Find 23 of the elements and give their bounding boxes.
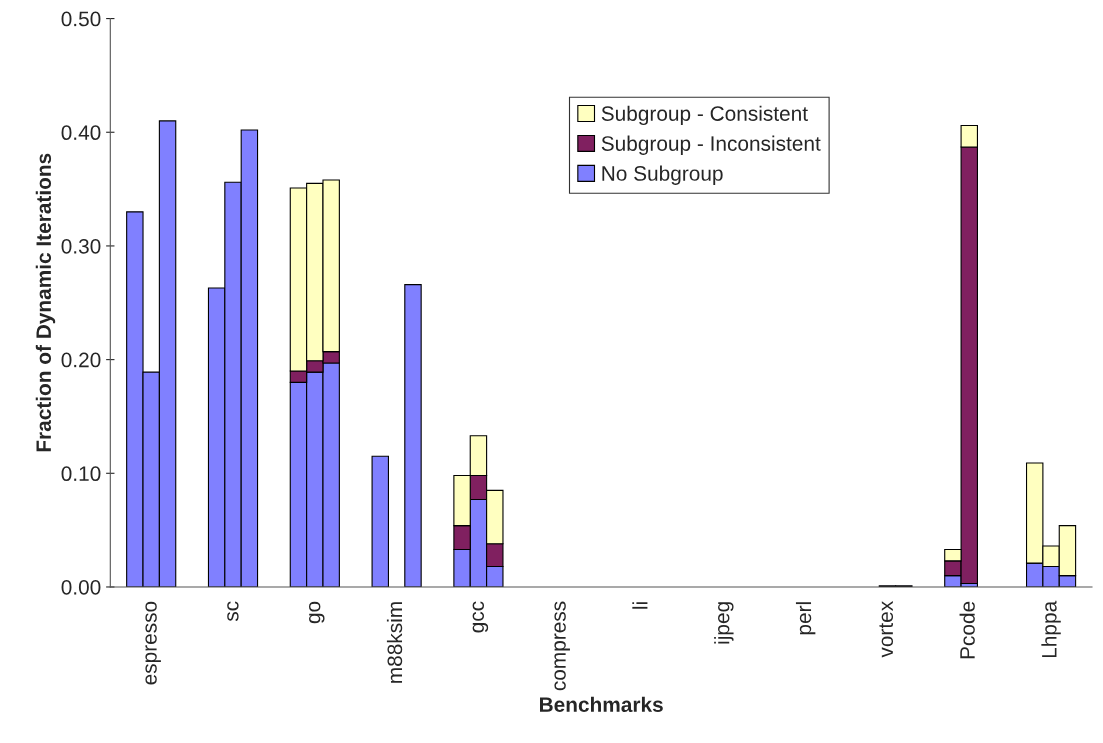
x-tick-label: sc	[227, 601, 239, 622]
y-tick-label: 0.00	[61, 579, 101, 595]
legend-label: Subgroup - Consistent	[601, 105, 808, 126]
x-tick-label: li	[632, 602, 648, 609]
x-tick-label: perl	[795, 602, 816, 635]
x-tick-label: ijpeg	[714, 602, 734, 644]
x-tick-label: gcc	[472, 601, 489, 633]
y-tick-label: 0.50	[61, 11, 101, 27]
x-tick-label: Pcode	[959, 601, 975, 659]
y-tick-label: 0.10	[61, 466, 101, 482]
y-tick-label: 0.30	[61, 238, 101, 254]
x-tick-label: vortex	[879, 601, 894, 658]
y-axis-title: Fraction of Dynamic Iterations	[35, 153, 56, 452]
x-tick-label: compress	[554, 601, 570, 691]
x-tick-label: Lhppa	[1041, 600, 1061, 658]
legend-label: Subgroup - Inconsistent	[601, 135, 821, 156]
x-tick-label: go	[308, 601, 325, 624]
y-tick-label: 0.40	[61, 125, 101, 141]
x-tick-label: espresso	[145, 601, 161, 685]
x-tick-label: m88ksim	[386, 602, 403, 683]
x-axis-title: Benchmarks	[540, 696, 663, 713]
legend-label: No Subgroup	[602, 165, 723, 185]
y-tick-label: 0.20	[61, 352, 101, 368]
